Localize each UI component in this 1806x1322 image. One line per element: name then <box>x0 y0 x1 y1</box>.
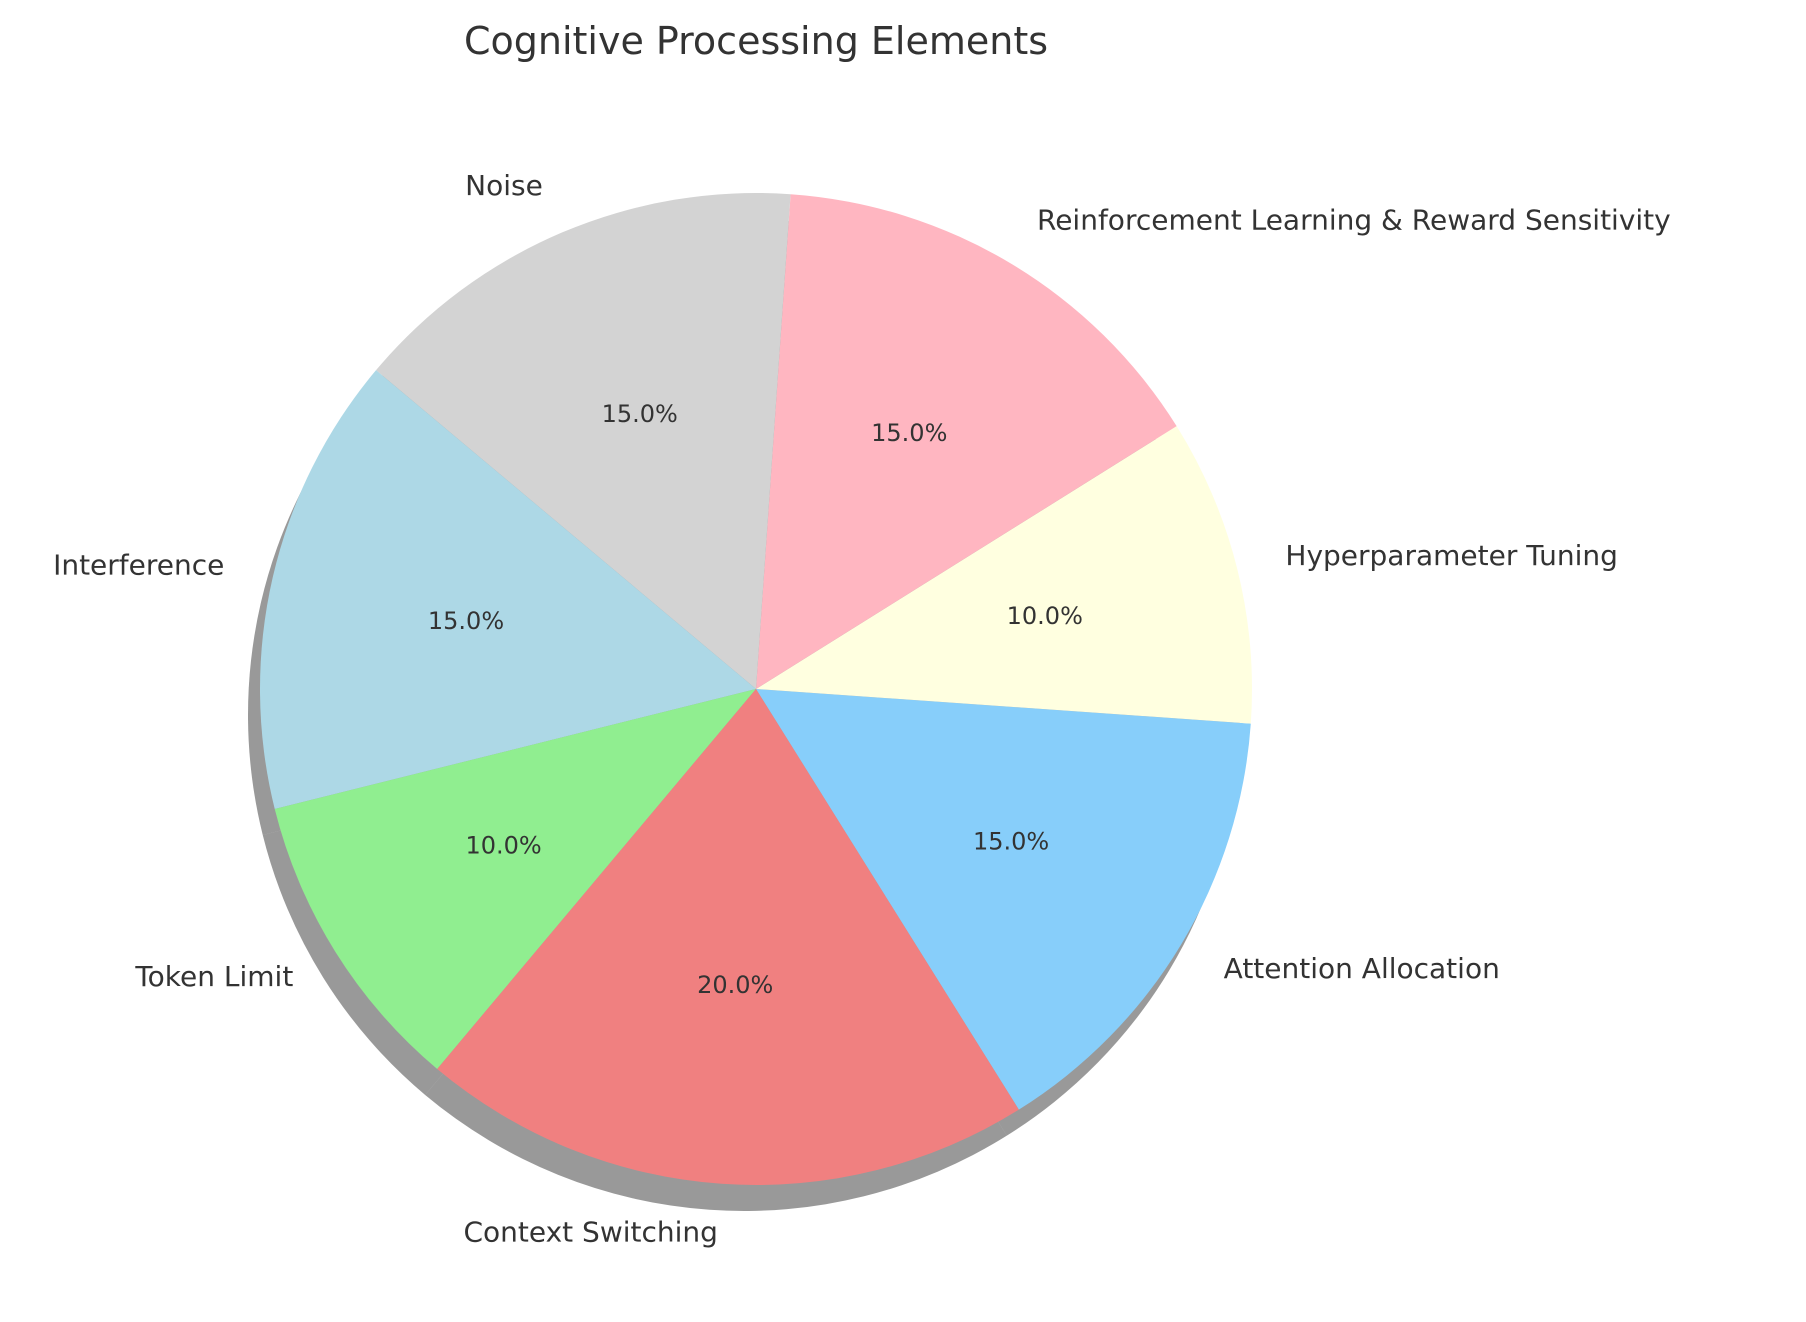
percent-label: 15.0% <box>871 419 947 447</box>
pie-slice <box>756 194 1177 689</box>
percent-label: 15.0% <box>602 400 678 428</box>
chart-title: Cognitive Processing Elements <box>464 19 1048 63</box>
percent-label: 10.0% <box>1007 602 1083 630</box>
slice-label: Interference <box>53 548 224 581</box>
pie-slice <box>274 689 756 1069</box>
percent-label: 10.0% <box>465 832 541 860</box>
pie-slice <box>756 689 1251 1110</box>
slice-label: Reinforcement Learning & Reward Sensitiv… <box>1037 203 1671 236</box>
pie-slice <box>756 426 1252 724</box>
pie-slice <box>437 689 1019 1185</box>
percent-label: 20.0% <box>697 971 773 999</box>
percent-label: 15.0% <box>973 827 1049 855</box>
slice-label: Attention Allocation <box>1224 952 1500 985</box>
percent-label: 15.0% <box>428 607 504 635</box>
pie-slice <box>376 193 791 689</box>
slice-label: Token Limit <box>134 960 293 993</box>
pie-slice <box>260 370 756 809</box>
slice-label: Hyperparameter Tuning <box>1285 539 1618 572</box>
slice-label: Context Switching <box>463 1215 717 1248</box>
slice-label: Noise <box>465 169 543 202</box>
